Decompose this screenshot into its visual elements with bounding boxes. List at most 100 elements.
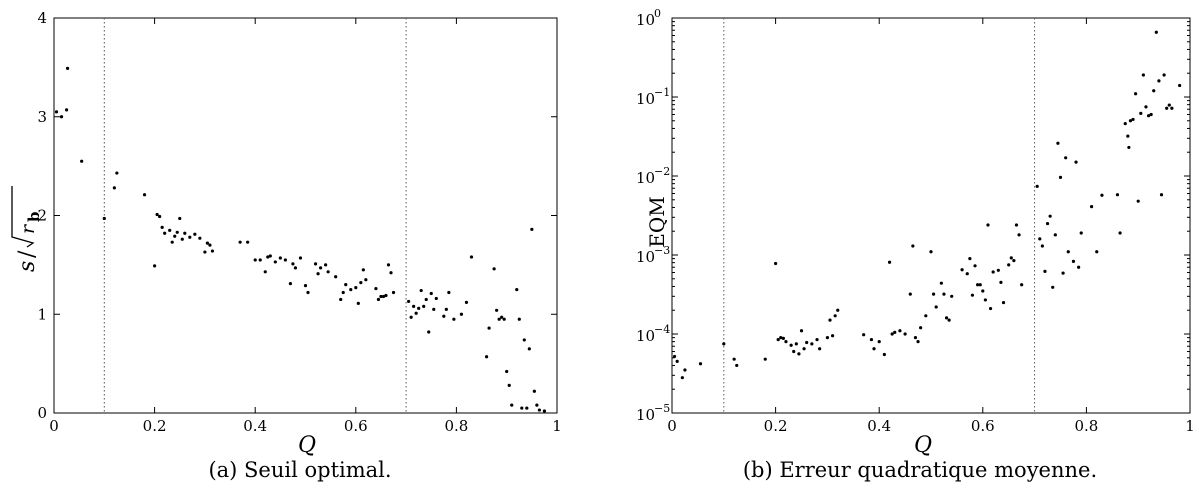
data-point-b-81 (1053, 233, 1057, 237)
data-point-b-1 (675, 359, 679, 363)
data-point-b-48 (939, 281, 943, 285)
data-point-b-77 (1043, 269, 1047, 274)
data-point-b-97 (1126, 134, 1130, 138)
data-point-a-82 (452, 317, 456, 321)
points-a (54, 66, 547, 413)
data-point-b-62 (986, 223, 990, 227)
data-point-a-61 (379, 294, 383, 299)
data-point-a-81 (447, 290, 451, 295)
y-axis-label-a-sub: b (25, 212, 43, 223)
y-tick-label-b-0: 10−5 (636, 402, 670, 424)
data-point-b-107 (1149, 112, 1153, 117)
data-point-b-40 (911, 244, 915, 248)
data-point-b-2 (680, 376, 684, 380)
data-point-b-100 (1131, 117, 1135, 122)
data-point-a-25 (205, 241, 210, 245)
data-point-b-28 (836, 308, 840, 312)
x-tick-label-a-2: 0.4 (243, 417, 267, 435)
data-point-b-43 (919, 326, 923, 330)
data-point-b-13 (784, 340, 788, 344)
data-point-a-42 (303, 284, 308, 288)
data-point-b-66 (999, 280, 1003, 284)
data-point-a-65 (389, 271, 393, 275)
data-point-b-32 (877, 340, 881, 344)
data-point-a-39 (291, 262, 295, 266)
data-point-a-75 (427, 330, 431, 334)
data-point-a-27 (210, 249, 215, 253)
caption-a: (a) Seuil optimal. (208, 458, 392, 482)
data-point-a-30 (253, 258, 257, 262)
data-point-b-8 (763, 357, 767, 361)
data-point-b-31 (872, 347, 876, 351)
data-point-b-37 (898, 329, 902, 333)
data-point-a-91 (500, 315, 504, 319)
data-point-a-90 (497, 317, 501, 321)
data-point-a-47 (324, 263, 328, 267)
data-point-b-115 (1170, 106, 1174, 110)
data-point-b-41 (913, 336, 918, 340)
data-point-a-97 (517, 317, 521, 321)
data-point-b-6 (732, 357, 736, 361)
y-tick-label-exp-b-2: −3 (654, 244, 670, 257)
data-point-a-52 (344, 283, 348, 287)
data-point-a-59 (374, 286, 378, 291)
data-point-a-57 (361, 268, 365, 272)
data-point-a-50 (339, 297, 343, 302)
data-point-a-22 (193, 232, 197, 236)
data-point-a-58 (364, 278, 368, 282)
data-point-a-41 (298, 256, 303, 260)
data-point-b-49 (942, 292, 946, 296)
data-point-b-74 (1035, 184, 1039, 188)
data-point-b-116 (1178, 83, 1182, 88)
data-point-b-83 (1058, 175, 1063, 180)
y-tick-label-b-4: 10−1 (636, 86, 670, 108)
data-point-b-104 (1141, 73, 1145, 77)
data-point-a-28 (238, 240, 242, 244)
data-point-a-99 (522, 338, 526, 342)
data-point-a-12 (160, 225, 164, 229)
data-point-b-51 (947, 318, 951, 322)
data-point-b-52 (950, 294, 954, 298)
data-point-a-5 (102, 216, 106, 221)
data-point-b-14 (789, 343, 793, 347)
data-point-a-36 (278, 256, 282, 260)
x-tick-label-b-3: 0.6 (971, 417, 995, 435)
data-point-a-79 (442, 314, 446, 318)
data-point-a-38 (288, 282, 293, 286)
data-point-b-85 (1064, 156, 1068, 160)
data-point-a-15 (170, 240, 174, 244)
x-tick-label-b-2: 0.4 (867, 417, 891, 435)
x-tick-label-b-0: 0 (667, 417, 677, 435)
data-point-a-17 (175, 230, 179, 234)
data-point-b-92 (1095, 250, 1099, 254)
data-point-b-98 (1127, 145, 1131, 150)
data-point-a-18 (178, 216, 182, 221)
y-axis-label-a-radicand: r (17, 223, 39, 234)
data-point-a-63 (384, 293, 388, 298)
data-point-b-17 (797, 352, 801, 356)
data-point-b-109 (1154, 30, 1158, 34)
plot-frame-b (671, 17, 1191, 414)
data-point-a-0 (54, 110, 59, 114)
data-point-a-43 (306, 290, 310, 295)
data-point-b-84 (1061, 271, 1065, 275)
data-point-b-93 (1100, 193, 1104, 197)
data-point-b-12 (781, 336, 785, 340)
data-point-a-3 (65, 66, 70, 70)
x-tick-label-b-5: 1 (1185, 417, 1195, 435)
data-point-a-2 (64, 108, 69, 112)
data-point-a-45 (316, 272, 320, 276)
y-tick-label-base-b-1: 10 (636, 327, 655, 345)
data-point-b-108 (1152, 89, 1156, 93)
data-point-b-36 (893, 330, 897, 334)
data-point-b-102 (1136, 199, 1140, 203)
data-point-a-86 (484, 355, 489, 359)
data-point-b-29 (862, 333, 866, 337)
data-point-b-71 (1014, 223, 1019, 227)
threshold-lines-b (723, 18, 1036, 413)
data-point-b-99 (1128, 119, 1133, 123)
data-point-b-60 (981, 289, 985, 293)
data-point-a-66 (391, 290, 396, 295)
data-point-a-19 (180, 237, 184, 241)
